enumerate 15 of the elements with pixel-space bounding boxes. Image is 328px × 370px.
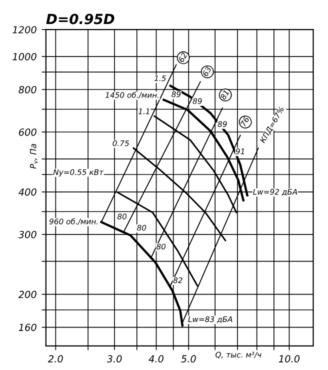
x-tick-label: 2.0 [48,355,63,363]
x-tick-label: 3.0 [106,355,122,363]
y-tick-label: 400 [18,188,36,196]
y-tick-label: 600 [18,128,36,136]
y-tick-label: 300 [18,230,36,238]
x-tick-label: 5.0 [181,355,196,363]
x-tick-label: 10.0 [278,355,300,363]
y-tick-label: 200 [18,290,36,298]
y-tick-label: 800 [18,86,36,94]
y-tick-label: 160 [18,324,36,332]
x-tick-label: 4.0 [148,355,164,363]
y-tick-label: 1000 [12,53,36,60]
chart-title: D=0.95D [46,14,114,24]
y-axis-title: P$_{v}$, Па [30,144,38,169]
y-tick-label: 1200 [12,26,36,34]
